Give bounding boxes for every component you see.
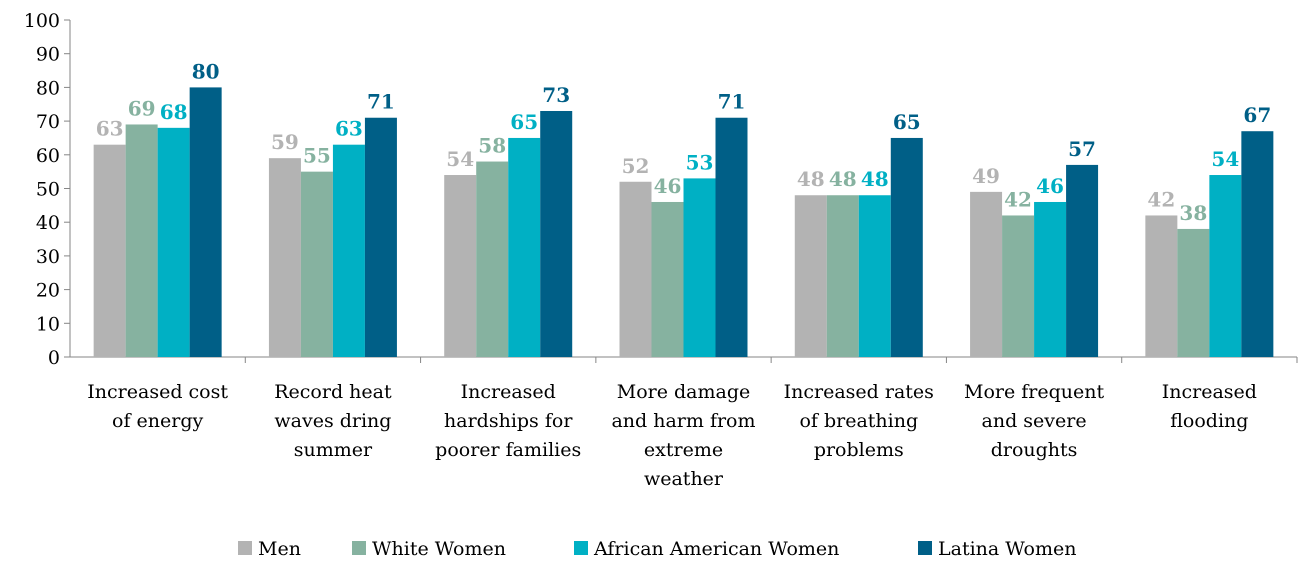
data-label: 53: [686, 150, 714, 174]
y-tick-label: 30: [36, 246, 60, 268]
data-label: 55: [303, 144, 331, 168]
data-label: 71: [367, 90, 395, 114]
data-label: 65: [510, 110, 538, 134]
x-category-label: Increased flooding: [1162, 381, 1257, 432]
data-label: 54: [1211, 147, 1239, 171]
data-label: 59: [271, 130, 299, 154]
y-tick-label: 100: [24, 10, 60, 32]
bar: [619, 181, 652, 357]
bar: [1066, 164, 1099, 357]
data-label: 69: [128, 96, 156, 120]
data-label: 48: [797, 167, 825, 191]
x-category-label: Increased hardships for poorer families: [435, 381, 581, 461]
legend-label: African American Women: [593, 538, 839, 560]
bar: [683, 178, 716, 357]
y-tick-label: 10: [36, 313, 60, 335]
bar: [444, 175, 477, 357]
y-tick-label: 80: [36, 77, 60, 99]
bar: [858, 195, 891, 357]
bar: [890, 137, 923, 357]
bar: [1145, 215, 1178, 357]
bar: [364, 117, 397, 357]
bar: [794, 195, 827, 357]
data-label: 58: [478, 134, 506, 158]
bar: [476, 161, 509, 357]
bar: [189, 87, 222, 358]
bar: [300, 171, 333, 357]
bar: [1002, 215, 1035, 357]
data-label: 63: [335, 117, 363, 141]
legend: Men White Women African American Women Lati…: [238, 538, 1076, 560]
bar: [268, 158, 301, 357]
bar: [970, 191, 1003, 357]
bar: [93, 144, 126, 357]
data-label: 46: [1036, 174, 1064, 198]
data-label: 48: [829, 167, 857, 191]
x-category-label: More damage and harm from extreme weather: [611, 381, 755, 490]
legend-label: Latina Women: [938, 538, 1076, 560]
y-tick-label: 20: [36, 280, 60, 302]
data-label: 49: [972, 164, 1000, 188]
x-category-label: Increased rates of breathing problems: [784, 381, 934, 461]
legend-swatch: [352, 541, 366, 555]
axes: 0 10 20 30 40 50 60 70 80 90 100: [24, 10, 1298, 369]
data-label: 54: [446, 147, 474, 171]
y-tick-label: 70: [36, 111, 60, 133]
category-labels: Increased cost of energy Record heat waves …: [87, 381, 1257, 490]
bar: [332, 144, 365, 357]
data-label: 65: [893, 110, 921, 134]
data-label: 46: [654, 174, 682, 198]
bar: [651, 201, 684, 357]
bar: [1177, 228, 1210, 357]
y-tick-label: 40: [36, 212, 60, 234]
x-category-label: Record heat waves dring summer: [274, 381, 392, 461]
bar: [508, 137, 541, 357]
legend-swatch: [918, 541, 932, 555]
data-label: 38: [1179, 201, 1207, 225]
data-label: 52: [622, 154, 650, 178]
bar: [157, 127, 190, 357]
x-category-label: More frequent and severe droughts: [964, 381, 1104, 461]
legend-swatch: [238, 541, 252, 555]
bar: [1241, 131, 1274, 357]
legend-swatch: [574, 541, 588, 555]
x-category-label: Increased cost of energy: [87, 381, 228, 432]
y-tick-label: 50: [36, 179, 60, 201]
data-label: 68: [160, 100, 188, 124]
data-label: 63: [96, 117, 124, 141]
data-label: 42: [1004, 187, 1032, 211]
y-tick-label: 60: [36, 145, 60, 167]
bar: [715, 117, 748, 357]
y-tick-label: 90: [36, 44, 60, 66]
bar: [125, 124, 158, 357]
data-label: 48: [861, 167, 889, 191]
data-label: 57: [1068, 137, 1096, 161]
legend-label: White Women: [372, 538, 506, 560]
bar: [826, 195, 859, 357]
bar: [1209, 175, 1242, 357]
data-label: 42: [1147, 187, 1175, 211]
bar: [1034, 201, 1067, 357]
bars: [93, 87, 1274, 358]
legend-label: Men: [258, 538, 301, 560]
data-label: 71: [718, 90, 746, 114]
data-label: 67: [1243, 103, 1271, 127]
y-tick-label: 0: [48, 347, 60, 369]
data-label: 80: [192, 59, 220, 83]
data-label: 73: [542, 83, 570, 107]
bar: [540, 110, 573, 358]
